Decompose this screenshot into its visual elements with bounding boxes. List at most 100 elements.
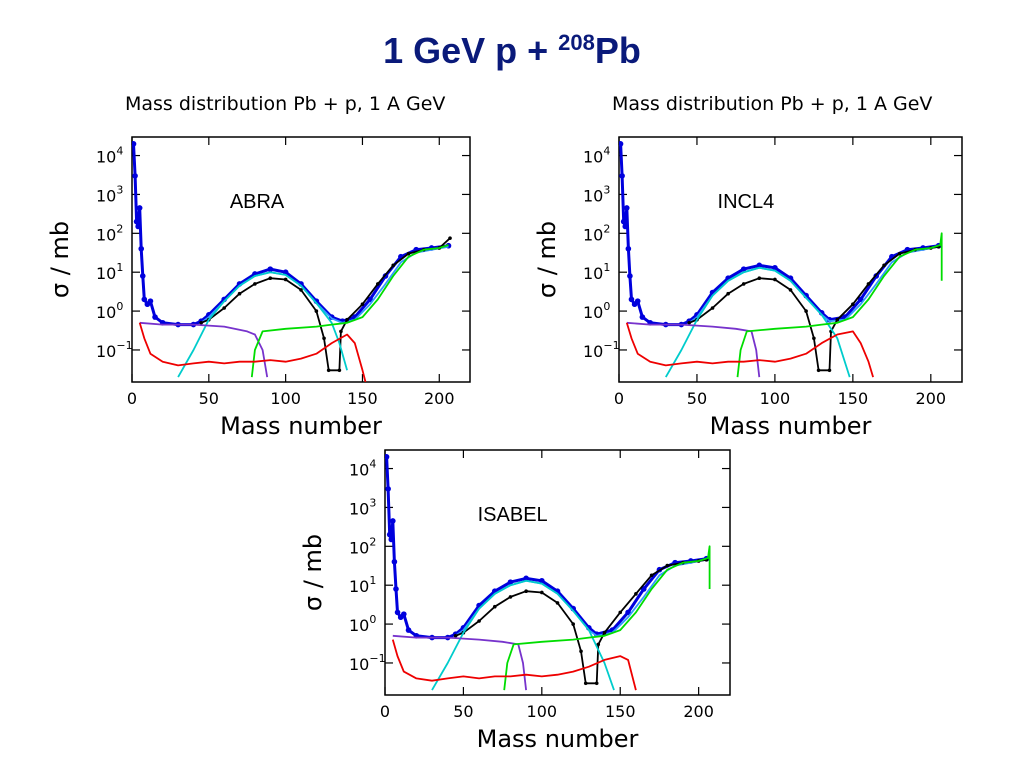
data-point [579, 649, 583, 654]
data-point [540, 590, 544, 595]
data-point [594, 681, 599, 686]
series-group [132, 141, 452, 382]
y-tick-label: 101 [583, 261, 610, 283]
data-point [132, 141, 137, 147]
y-tick-label: 102 [583, 222, 610, 244]
x-tick-label: 150 [838, 389, 869, 408]
data-point [139, 273, 146, 279]
series-line-3 [688, 245, 939, 372]
data-point [687, 320, 691, 325]
data-point [508, 595, 513, 599]
series-line-1 [132, 143, 449, 327]
data-point [639, 314, 646, 320]
slide-title-main: 1 GeV p + [383, 30, 559, 71]
data-point [816, 368, 821, 373]
x-axis-label: Mass number [220, 412, 382, 440]
data-point [539, 577, 545, 584]
chart-1: Mass distribution Pb + p, 1 A GeV 0 50 100 1… [46, 93, 471, 440]
data-point [253, 282, 257, 286]
y-tick-label: 103 [583, 183, 610, 205]
x-tick-label: 50 [453, 702, 473, 721]
data-point [132, 173, 138, 179]
data-point [866, 282, 871, 286]
data-point [726, 291, 730, 296]
y-tick-label: 10−1 [96, 339, 133, 361]
x-tick-label: 150 [347, 389, 378, 408]
data-point [773, 277, 777, 282]
model-label: ABRA [230, 191, 285, 213]
data-point [282, 269, 289, 275]
model-label: INCL4 [718, 191, 775, 213]
data-point [757, 276, 762, 281]
data-point [524, 589, 528, 594]
y-axis-label: σ / mb [533, 221, 561, 298]
x-tick-label: 0 [614, 389, 624, 408]
y-tick-label: 104 [583, 145, 610, 167]
data-point [596, 642, 601, 647]
data-point [625, 245, 632, 252]
data-point [326, 368, 331, 373]
data-point [622, 223, 629, 230]
chart-title: Mass distribution Pb + p, 1 A GeV [125, 93, 445, 115]
y-tick-label: 10−1 [349, 652, 386, 674]
data-point [393, 586, 399, 592]
x-tick-label: 0 [380, 702, 390, 721]
data-point [391, 558, 398, 565]
data-point [788, 288, 793, 292]
x-tick-label: 100 [270, 389, 301, 408]
x-tick-label: 150 [605, 702, 636, 721]
data-point [812, 336, 816, 341]
data-point [627, 273, 633, 279]
slide-title: 1 GeV p + 208Pb [0, 30, 1024, 72]
data-point [237, 291, 242, 296]
series-line-6 [250, 244, 449, 378]
y-tick-label: 101 [349, 574, 376, 596]
series-line-7 [391, 639, 637, 691]
data-point [448, 236, 452, 240]
series-line-2 [688, 245, 939, 324]
data-point [857, 296, 864, 303]
series-line-5 [392, 634, 527, 691]
data-point [602, 630, 607, 635]
data-point [804, 309, 808, 313]
model-label: ISABEL [478, 504, 548, 526]
y-tick-label: 104 [349, 458, 376, 480]
data-point [141, 296, 148, 303]
series-line-1 [385, 456, 707, 640]
y-axis-label: σ / mb [299, 534, 327, 611]
series-line-6 [503, 545, 711, 691]
data-point [772, 264, 778, 271]
data-point [628, 296, 635, 303]
data-point [555, 601, 560, 605]
x-axis-label: Mass number [477, 725, 639, 753]
data-point [367, 296, 373, 303]
data-point [322, 336, 326, 341]
y-tick-label: 101 [96, 261, 123, 283]
data-point [620, 218, 627, 225]
data-point [267, 266, 274, 272]
series-line-5 [139, 321, 269, 378]
data-point [571, 622, 575, 626]
data-point [385, 454, 390, 460]
series-line-7 [625, 322, 874, 378]
data-point [523, 575, 529, 582]
y-tick-label: 104 [96, 145, 123, 167]
series-line-4 [431, 579, 615, 691]
y-tick-label: 103 [96, 183, 123, 205]
data-point [391, 263, 395, 268]
data-point [827, 368, 832, 373]
data-point [345, 317, 349, 322]
data-point [406, 251, 411, 256]
y-axis-label: σ / mb [46, 221, 74, 298]
data-point [152, 314, 158, 320]
data-point [199, 320, 203, 325]
data-point [740, 266, 747, 272]
data-point [222, 306, 226, 310]
data-point [136, 205, 143, 211]
x-tick-label: 100 [527, 702, 558, 721]
series-line-3 [200, 237, 451, 372]
data-point [453, 633, 458, 638]
data-point [634, 592, 638, 596]
data-point [376, 282, 380, 286]
